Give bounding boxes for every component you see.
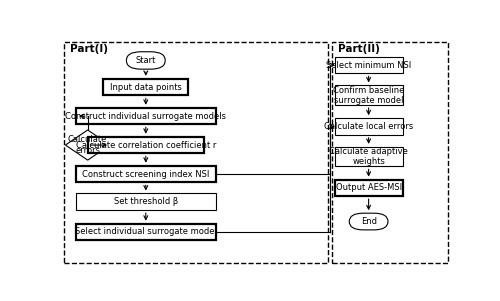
FancyBboxPatch shape (334, 57, 402, 73)
Text: End: End (360, 217, 376, 226)
Text: Part(I): Part(I) (70, 44, 108, 54)
Text: Input data points: Input data points (110, 82, 182, 92)
FancyBboxPatch shape (103, 79, 188, 95)
FancyBboxPatch shape (76, 224, 216, 240)
Text: Set threshold β: Set threshold β (114, 197, 178, 206)
Text: Construct screening index NSI: Construct screening index NSI (82, 169, 210, 178)
FancyBboxPatch shape (334, 147, 402, 166)
Text: Output AES-MSI: Output AES-MSI (336, 183, 402, 192)
FancyBboxPatch shape (76, 194, 216, 210)
Text: Confirm baseline
surrogate model: Confirm baseline surrogate model (333, 85, 404, 105)
FancyBboxPatch shape (88, 137, 204, 154)
Text: Construct individual surrogate models: Construct individual surrogate models (66, 112, 226, 121)
FancyBboxPatch shape (126, 52, 165, 69)
Text: Calculate adaptive
weights: Calculate adaptive weights (329, 147, 408, 166)
Text: Calculate
errors: Calculate errors (68, 135, 108, 155)
Text: Select minimum NSI: Select minimum NSI (326, 61, 411, 70)
FancyBboxPatch shape (334, 118, 402, 135)
FancyBboxPatch shape (334, 85, 402, 105)
Text: Select individual surrogate model: Select individual surrogate model (75, 228, 217, 237)
FancyBboxPatch shape (349, 213, 388, 230)
Text: Calculate local errors: Calculate local errors (324, 122, 413, 131)
Text: Start: Start (136, 56, 156, 65)
Text: Part(II): Part(II) (338, 44, 380, 54)
FancyBboxPatch shape (76, 166, 216, 182)
FancyBboxPatch shape (334, 180, 402, 196)
FancyBboxPatch shape (76, 108, 216, 124)
Polygon shape (66, 130, 110, 160)
Text: Calculate correlation coefficient r: Calculate correlation coefficient r (76, 141, 216, 150)
